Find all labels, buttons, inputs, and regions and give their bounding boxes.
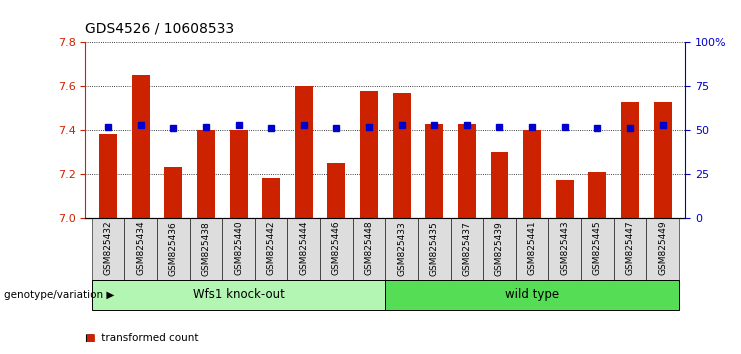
Text: Wfs1 knock-out: Wfs1 knock-out xyxy=(193,288,285,301)
Bar xyxy=(99,135,117,218)
Bar xyxy=(548,218,581,280)
Bar xyxy=(255,218,288,280)
Bar xyxy=(588,172,606,218)
Bar xyxy=(385,218,418,280)
Text: GSM825433: GSM825433 xyxy=(397,221,406,275)
Text: GSM825445: GSM825445 xyxy=(593,221,602,275)
Bar xyxy=(165,167,182,218)
Bar xyxy=(262,178,280,218)
Bar xyxy=(654,102,671,218)
Text: ■  transformed count: ■ transformed count xyxy=(85,333,199,343)
Text: GSM825438: GSM825438 xyxy=(202,221,210,275)
Text: GSM825440: GSM825440 xyxy=(234,221,243,275)
Bar xyxy=(491,152,508,218)
Bar xyxy=(621,102,639,218)
Bar xyxy=(222,218,255,280)
Bar xyxy=(288,218,320,280)
Bar xyxy=(451,218,483,280)
Bar xyxy=(230,130,247,218)
Text: GSM825436: GSM825436 xyxy=(169,221,178,275)
Bar xyxy=(646,218,679,280)
Text: GSM825447: GSM825447 xyxy=(625,221,634,275)
Bar xyxy=(132,75,150,218)
Text: GSM825449: GSM825449 xyxy=(658,221,667,275)
Bar xyxy=(581,218,614,280)
Bar xyxy=(353,218,385,280)
Text: GDS4526 / 10608533: GDS4526 / 10608533 xyxy=(85,21,234,35)
Bar xyxy=(360,91,378,218)
Text: GSM825437: GSM825437 xyxy=(462,221,471,275)
Text: GSM825446: GSM825446 xyxy=(332,221,341,275)
Text: GSM825448: GSM825448 xyxy=(365,221,373,275)
Bar xyxy=(418,218,451,280)
Bar xyxy=(385,280,679,310)
Text: GSM825434: GSM825434 xyxy=(136,221,145,275)
Text: GSM825443: GSM825443 xyxy=(560,221,569,275)
Bar xyxy=(92,280,385,310)
Bar xyxy=(523,130,541,218)
Text: wild type: wild type xyxy=(505,288,559,301)
Bar xyxy=(614,218,646,280)
Bar xyxy=(92,218,124,280)
Bar xyxy=(425,124,443,218)
Text: genotype/variation ▶: genotype/variation ▶ xyxy=(4,290,114,300)
Text: GSM825442: GSM825442 xyxy=(267,221,276,275)
Bar xyxy=(197,130,215,218)
Bar xyxy=(190,218,222,280)
Bar xyxy=(458,124,476,218)
Bar xyxy=(124,218,157,280)
Bar xyxy=(320,218,353,280)
Bar xyxy=(516,218,548,280)
Bar xyxy=(157,218,190,280)
Bar xyxy=(393,93,411,218)
Bar xyxy=(556,181,574,218)
Text: GSM825439: GSM825439 xyxy=(495,221,504,275)
Text: GSM825441: GSM825441 xyxy=(528,221,536,275)
Bar xyxy=(483,218,516,280)
Bar xyxy=(328,163,345,218)
Bar xyxy=(295,86,313,218)
Text: GSM825435: GSM825435 xyxy=(430,221,439,275)
Text: ■: ■ xyxy=(85,333,95,343)
Text: GSM825444: GSM825444 xyxy=(299,221,308,275)
Text: GSM825432: GSM825432 xyxy=(104,221,113,275)
